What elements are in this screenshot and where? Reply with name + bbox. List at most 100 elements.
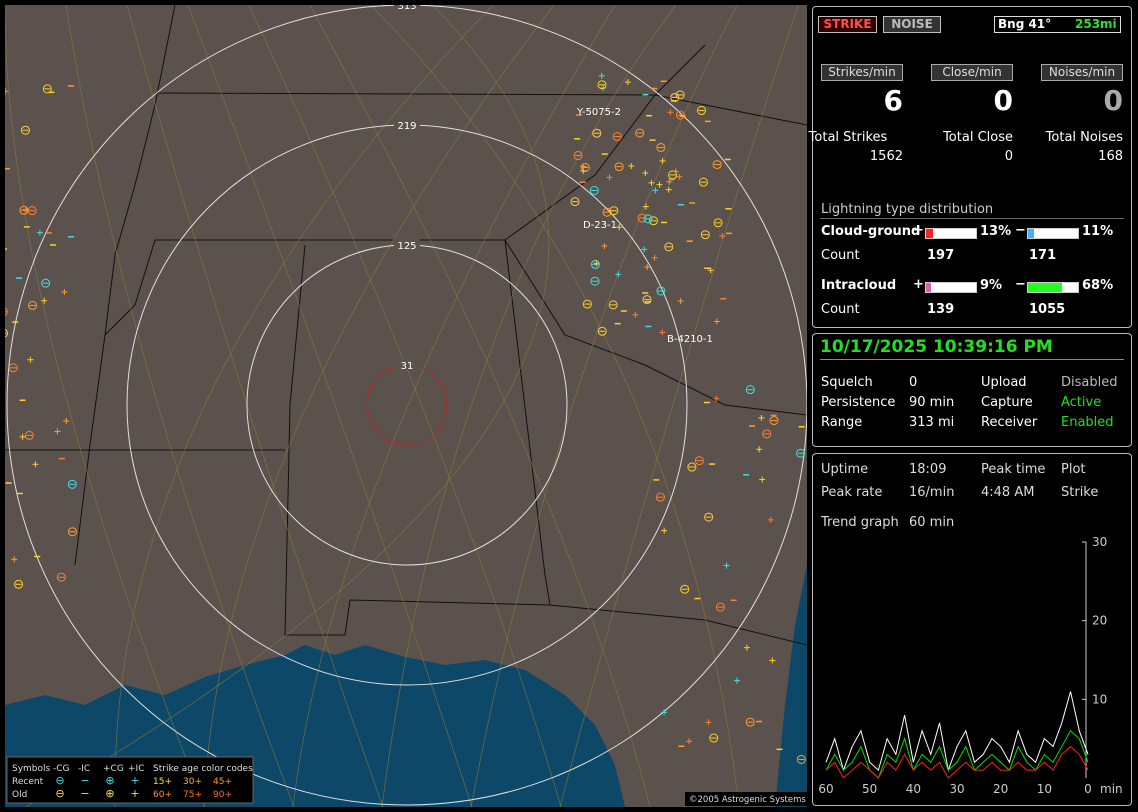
percent: 68% [1082, 278, 1114, 293]
bar-track [925, 228, 977, 239]
divider [820, 218, 1124, 219]
strike-marker [614, 162, 624, 172]
bar-fill [926, 229, 933, 238]
road [559, 5, 799, 807]
bar-fill [1028, 229, 1034, 238]
bar-fill [1028, 283, 1062, 292]
legend-symbol: − [80, 787, 89, 800]
y-tick-label: 10 [1092, 692, 1107, 706]
east-water [775, 565, 807, 807]
distance: 253mi [1075, 17, 1117, 31]
status-label: Upload [981, 375, 1027, 390]
legend-age: 30+ [183, 777, 202, 787]
strike-marker [713, 218, 723, 228]
road [381, 5, 677, 807]
bearing-box [994, 16, 1121, 33]
site-label: B-4210-1 [667, 334, 713, 345]
sign: + [913, 277, 924, 292]
stat-label: 4:48 AM [981, 485, 1035, 500]
strike-marker [675, 90, 685, 100]
bar-track [1027, 282, 1079, 293]
road [126, 5, 384, 807]
road [309, 5, 651, 807]
count: 1055 [1029, 302, 1066, 317]
stat-value: 18:09 [909, 462, 947, 477]
strike-button[interactable]: STRIKE [818, 16, 877, 33]
strike-marker [664, 242, 674, 252]
strike-marker [590, 259, 600, 269]
legend-symbol: ⊖ [55, 787, 64, 800]
strike-marker [643, 214, 653, 224]
rate-value: 0 [1103, 84, 1123, 117]
strike-marker [589, 185, 599, 195]
road [248, 5, 562, 807]
total-label: Total Close [943, 130, 1013, 145]
legend-symbol: ⊕ [105, 774, 114, 787]
total-value: 0 [1004, 149, 1013, 164]
strike-marker [700, 230, 710, 240]
road [25, 5, 550, 807]
strike-marker [642, 295, 652, 305]
ring-label: 125 [397, 241, 416, 252]
status-value: 0 [909, 375, 918, 390]
strike-marker [41, 278, 51, 288]
road [114, 5, 494, 807]
stats-panel [812, 453, 1132, 806]
road [292, 5, 616, 807]
strike-marker [694, 456, 704, 466]
status-panel [812, 333, 1132, 447]
strike-marker [597, 80, 607, 90]
total-label: Total Strikes [808, 130, 888, 145]
legend-header: +IC [128, 764, 144, 774]
legend-age: 90+ [213, 790, 232, 800]
strike-marker [570, 197, 580, 207]
bar-fill [926, 283, 931, 292]
rate-label: Close/min [931, 64, 1013, 81]
strike-marker [715, 602, 725, 612]
strike-marker [675, 110, 685, 120]
x-tick-label: 50 [862, 782, 877, 796]
strike-marker [19, 205, 29, 215]
y-tick-label: 30 [1092, 535, 1107, 549]
strike-marker [680, 584, 690, 594]
legend-symbol: ⊕ [105, 787, 114, 800]
count-label: Count [821, 248, 860, 263]
strike-marker [5, 307, 8, 316]
datetime: 10/17/2025 10:39:16 PM [820, 337, 1053, 357]
stat-label: Uptime [821, 462, 869, 477]
total-label: Total Noises [1045, 130, 1123, 145]
strike-marker [24, 430, 34, 440]
range-ring [6, 5, 807, 806]
trend-line [825, 730, 1089, 779]
x-tick-label: 30 [949, 782, 964, 796]
strike-marker [712, 160, 722, 170]
legend-symbol: + [130, 774, 139, 787]
road [470, 5, 738, 807]
stat-value: Strike [1061, 485, 1099, 500]
noise-button[interactable]: NOISE [883, 16, 941, 33]
x-tick-label: 40 [906, 782, 921, 796]
count: 197 [927, 248, 955, 263]
stat-value: Plot [1061, 462, 1086, 477]
status-label: Squelch [821, 375, 873, 390]
percent: 13% [980, 224, 1012, 239]
stat-label: Peak rate [821, 485, 883, 500]
status-value: Disabled [1061, 375, 1118, 390]
strike-marker [14, 579, 24, 589]
x-tick-label: 20 [993, 782, 1008, 796]
ring-label-bg [394, 239, 420, 250]
strike-marker [597, 326, 607, 336]
strike-marker [796, 448, 806, 458]
divider [820, 359, 1124, 360]
strike-marker [709, 733, 719, 743]
legend-row-label: Old [12, 790, 27, 800]
sign: − [1015, 277, 1026, 292]
x-tick-label: 60 [818, 782, 833, 796]
rate-value: 0 [993, 84, 1013, 117]
bearing: Bng 41° [998, 17, 1052, 31]
legend-box [6, 756, 254, 804]
road [65, 5, 295, 807]
type-label: Intracloud [821, 278, 897, 293]
trend-graph: 10 20 30 60 50 40 30 20 10 0 min [818, 535, 1122, 796]
state-border [504, 44, 706, 241]
